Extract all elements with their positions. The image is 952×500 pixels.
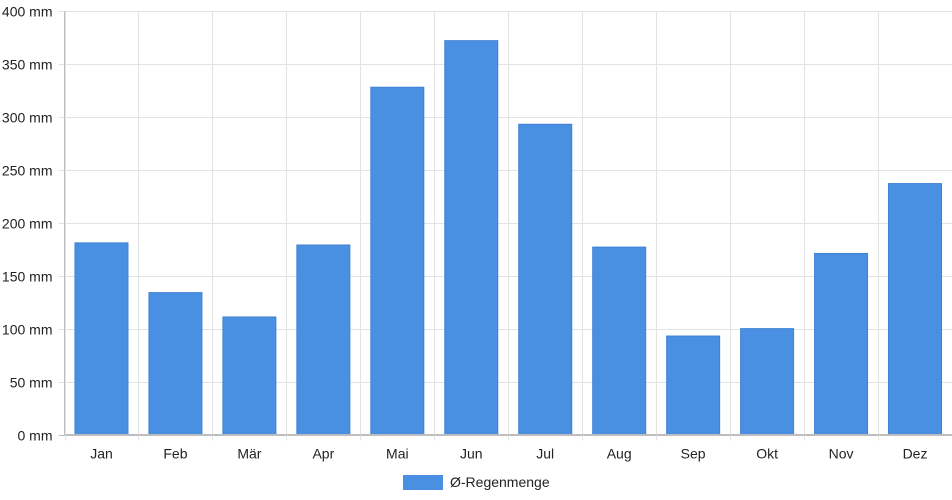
x-tick-label: Jan (90, 446, 113, 462)
bar-nov[interactable] (814, 252, 869, 435)
bar-okt[interactable] (740, 328, 795, 435)
y-tick-label: 200 mm (2, 216, 53, 232)
x-tick-label: Mär (237, 446, 261, 462)
x-tick-label: Apr (312, 446, 334, 462)
x-tick-label: Feb (163, 446, 187, 462)
bars (74, 40, 943, 436)
bar-jan[interactable] (74, 242, 129, 435)
y-tick-label: 50 mm (10, 375, 53, 391)
y-tick-label: 400 mm (2, 4, 53, 20)
legend-label[interactable]: Ø-Regenmenge (450, 474, 550, 490)
x-tick-labels: Jan Feb Mär Apr Mai Jun Jul Aug Sep Okt Nov Dez (90, 446, 927, 462)
x-tick-label: Okt (756, 446, 778, 462)
y-tick-label: 350 mm (2, 57, 53, 73)
y-tick-label: 150 mm (2, 269, 53, 285)
x-tick-label: Dez (903, 446, 928, 462)
axes (64, 11, 952, 435)
x-tick-label: Jul (536, 446, 554, 462)
x-tick-label: Jun (460, 446, 483, 462)
bar-sep[interactable] (666, 335, 721, 436)
bar-jul[interactable] (518, 123, 573, 435)
bar-mai[interactable] (370, 86, 425, 435)
y-tick-label: 100 mm (2, 322, 53, 338)
x-tick-label: Mai (386, 446, 409, 462)
bar-dez[interactable] (888, 183, 943, 435)
bar-jun[interactable] (444, 40, 499, 436)
bar-aug[interactable] (592, 246, 647, 435)
bar-mär[interactable] (222, 316, 277, 436)
bar-feb[interactable] (148, 292, 203, 435)
x-tick-label: Aug (607, 446, 632, 462)
x-tick-label: Nov (829, 446, 854, 462)
legend[interactable]: Ø-Regenmenge (403, 474, 550, 490)
legend-swatch[interactable] (403, 475, 443, 490)
y-tick-label: 0 mm (18, 428, 53, 444)
grid-lines (58, 11, 952, 441)
y-tick-label: 300 mm (2, 110, 53, 126)
bar-apr[interactable] (296, 244, 351, 435)
y-tick-labels: 0 mm 50 mm 100 mm 150 mm 200 mm 250 mm 300 mm 3… (2, 4, 53, 444)
x-tick-label: Sep (681, 446, 706, 462)
y-tick-label: 250 mm (2, 163, 53, 179)
